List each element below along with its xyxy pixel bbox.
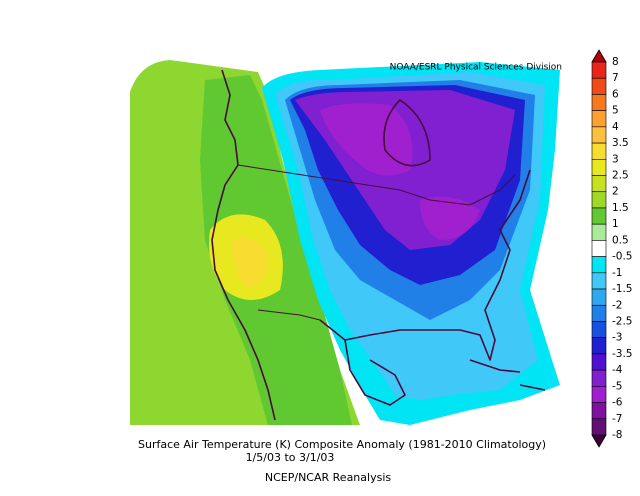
gulf-coast xyxy=(319,169,531,361)
coastlines xyxy=(211,69,546,421)
colorbar-bin xyxy=(591,223,607,241)
colorbar-label: -5 xyxy=(612,380,622,392)
colorbar-label: 8 xyxy=(612,56,619,68)
colorbar-label: 2.5 xyxy=(612,170,629,182)
yellow-core xyxy=(232,237,268,288)
colorbar-bottom-arrow xyxy=(591,434,607,448)
colorbar-label: -1 xyxy=(612,267,622,279)
colorbar-bin xyxy=(591,207,607,225)
mexico-coast xyxy=(344,339,406,406)
colorbar-label: 1.5 xyxy=(612,202,629,214)
colorbar-label: 3 xyxy=(612,153,619,165)
credit-text: NOAA/ESRL Physical Sciences Division xyxy=(390,63,562,73)
colorbar-bin xyxy=(591,175,607,193)
colorbar-bin xyxy=(591,126,607,144)
colorbar-bin xyxy=(591,256,607,274)
colorbar-label: -3 xyxy=(612,332,622,344)
colorbar-bin xyxy=(591,191,607,209)
colorbar-bin xyxy=(591,240,607,257)
colorbar-label: 5 xyxy=(612,105,619,117)
colorbar-bin xyxy=(591,321,607,338)
colorbar-label: 3.5 xyxy=(612,137,629,149)
colorbar-label: -7 xyxy=(612,413,622,425)
anomaly-field xyxy=(130,60,560,425)
caption-title: Surface Air Temperature (K) Composite An… xyxy=(138,438,546,451)
colorbar-bin xyxy=(591,418,607,436)
caption-dates: 1/5/03 to 3/1/03 xyxy=(246,451,335,464)
colorbar-label: -3.5 xyxy=(612,348,633,360)
colorbar-bin xyxy=(591,110,607,128)
west-coast xyxy=(211,69,276,421)
colorbar-bin xyxy=(591,402,607,420)
colorbar-label: -2 xyxy=(612,299,622,311)
cold-core-2 xyxy=(420,196,480,240)
cold-core xyxy=(320,103,413,176)
colorbar-bin xyxy=(591,304,607,322)
colorbar-bin xyxy=(591,94,607,111)
us-border xyxy=(237,164,516,206)
hudson-bay xyxy=(383,99,431,167)
caribbean xyxy=(469,359,546,391)
colorbar-label: 1 xyxy=(612,218,619,230)
colorbar-bin xyxy=(591,288,607,306)
colorbar-label: 6 xyxy=(612,88,619,100)
colorbar: 8 7 6 5 4 3.5 3 2.5 2 1.5 1 0.5 -0.5 -1 -1.5 -2 -2.5 -3 -3… xyxy=(591,49,633,448)
us-mexico-border xyxy=(257,309,321,321)
colorbar-bin xyxy=(591,369,607,387)
caption-source: NCEP/NCAR Reanalysis xyxy=(265,471,391,484)
colorbar-label: -1.5 xyxy=(612,283,633,295)
colorbar-label: -0.5 xyxy=(612,251,633,263)
colorbar-label: 7 xyxy=(612,72,619,84)
colorbar-bin xyxy=(591,386,607,403)
colorbar-label: -6 xyxy=(612,397,623,409)
colorbar-bin xyxy=(591,353,607,371)
colorbar-label: -8 xyxy=(612,429,622,441)
colorbar-bin xyxy=(591,142,607,160)
colorbar-bin xyxy=(591,159,607,176)
colorbar-label: 0.5 xyxy=(612,234,629,246)
colorbar-bin xyxy=(591,61,607,79)
colorbar-bin xyxy=(591,272,607,290)
colorbar-bin xyxy=(591,77,607,95)
colorbar-label: 4 xyxy=(612,121,619,133)
colorbar-label: -2.5 xyxy=(612,315,633,327)
colorbar-label: -4 xyxy=(612,364,623,376)
colorbar-top-arrow xyxy=(591,49,607,63)
colorbar-bin xyxy=(591,337,607,355)
colorbar-label: 2 xyxy=(612,186,619,198)
